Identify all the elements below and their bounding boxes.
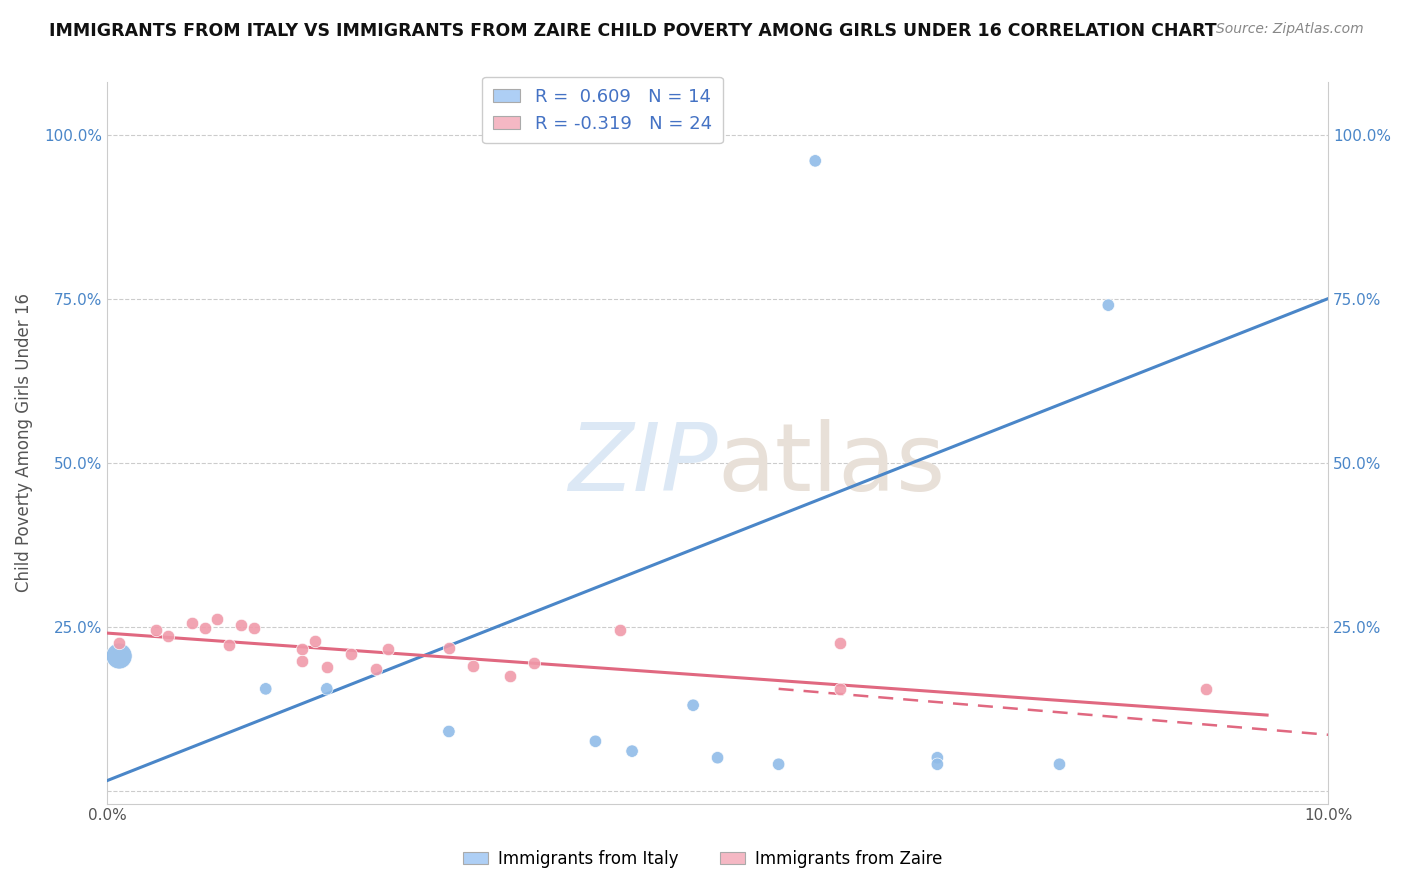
Point <box>315 660 337 674</box>
Point <box>157 629 180 643</box>
Point <box>242 621 264 635</box>
Text: ZIP: ZIP <box>568 419 717 510</box>
Point <box>927 750 949 764</box>
Point <box>621 744 644 758</box>
Point <box>315 681 337 696</box>
Point <box>291 642 314 657</box>
Point <box>181 616 204 631</box>
Legend: Immigrants from Italy, Immigrants from Zaire: Immigrants from Italy, Immigrants from Z… <box>457 844 949 875</box>
Point <box>218 638 240 652</box>
Point <box>804 153 827 168</box>
Point <box>340 647 363 661</box>
Point <box>499 669 522 683</box>
Point <box>583 734 606 748</box>
Legend: R =  0.609   N = 14, R = -0.319   N = 24: R = 0.609 N = 14, R = -0.319 N = 24 <box>482 77 723 144</box>
Point <box>927 757 949 772</box>
Point <box>205 612 228 626</box>
Point <box>377 642 399 657</box>
Point <box>437 724 460 739</box>
Point <box>1195 681 1218 696</box>
Point <box>1097 298 1119 312</box>
Point <box>523 656 546 670</box>
Point <box>437 640 460 655</box>
Point <box>609 623 631 637</box>
Point <box>254 681 277 696</box>
Y-axis label: Child Poverty Among Girls Under 16: Child Poverty Among Girls Under 16 <box>15 293 32 592</box>
Point <box>108 636 131 650</box>
Point <box>194 621 217 635</box>
Point <box>828 681 851 696</box>
Text: atlas: atlas <box>717 418 946 510</box>
Point <box>145 623 167 637</box>
Point <box>706 750 728 764</box>
Point <box>463 659 485 673</box>
Point <box>1049 757 1071 772</box>
Point <box>682 698 704 713</box>
Point <box>304 634 326 648</box>
Text: IMMIGRANTS FROM ITALY VS IMMIGRANTS FROM ZAIRE CHILD POVERTY AMONG GIRLS UNDER 1: IMMIGRANTS FROM ITALY VS IMMIGRANTS FROM… <box>49 22 1216 40</box>
Point <box>291 654 314 668</box>
Point <box>768 757 790 772</box>
Point <box>231 618 253 632</box>
Point <box>828 636 851 650</box>
Point <box>364 662 387 676</box>
Text: Source: ZipAtlas.com: Source: ZipAtlas.com <box>1216 22 1364 37</box>
Point <box>108 648 131 663</box>
